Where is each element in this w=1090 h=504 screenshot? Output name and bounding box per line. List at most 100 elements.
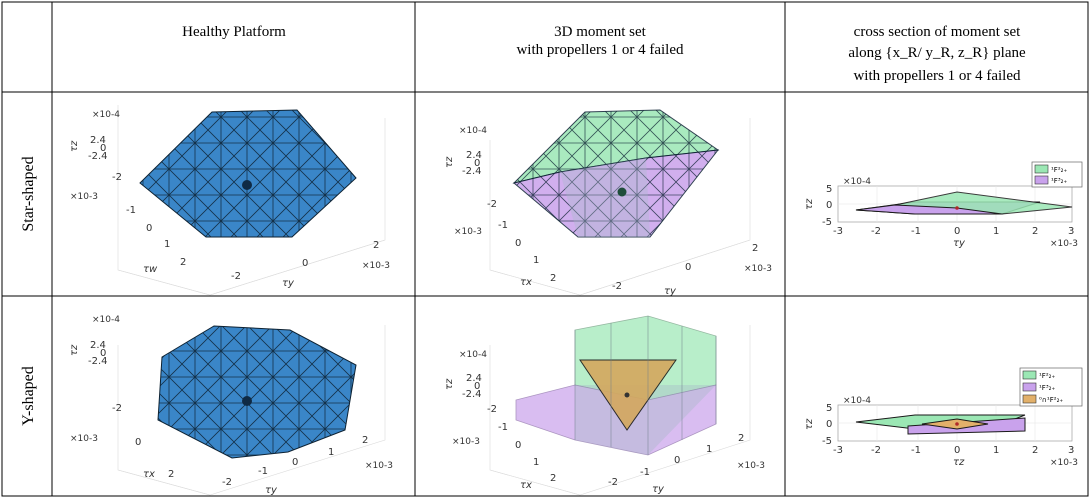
z-exponent: ×10-4 (92, 110, 120, 120)
row-label-y: Y-shaped (20, 366, 37, 426)
svg-text:-2: -2 (112, 403, 122, 414)
svg-text:2: 2 (550, 473, 556, 484)
svg-text:-1: -1 (498, 220, 508, 231)
header-3d-line1: 3D moment set (554, 24, 646, 40)
svg-text:-2.4: -2.4 (88, 151, 108, 162)
svg-text:×10-4: ×10-4 (459, 350, 487, 360)
svg-text:-1: -1 (126, 205, 136, 216)
svg-text:-2.4: -2.4 (88, 356, 108, 367)
svg-text:-2: -2 (222, 477, 232, 488)
svg-text:×10-4: ×10-4 (92, 315, 120, 325)
svg-text:0: 0 (135, 437, 141, 448)
svg-text:τy: τy (953, 238, 966, 249)
svg-text:1: 1 (164, 239, 170, 250)
panel-star-cross: ×10-4 5 0 -5 τz -3 -2 -1 0 1 2 3 τy ×10-… (804, 161, 1083, 249)
panel-star-healthy: ×10-4 2.4 0 -2.4 τz ×10-3 -2 -1 0 1 2 τw… (69, 105, 390, 296)
svg-text:0: 0 (674, 455, 680, 466)
svg-text:-3: -3 (833, 226, 843, 237)
panel-star-3d: ×10-4 2.4 0 -2.4 τz ×10-3 -2 -1 0 1 2 τx… (444, 109, 772, 297)
svg-text:×10-3: ×10-3 (1050, 239, 1078, 249)
svg-text:-2: -2 (871, 226, 881, 237)
svg-text:-1: -1 (911, 226, 921, 237)
svg-text:-2: -2 (612, 281, 622, 292)
svg-text:τz: τz (953, 457, 965, 468)
svg-text:-1: -1 (640, 467, 650, 478)
svg-text:τz: τz (444, 156, 455, 168)
svg-text:τx: τx (520, 277, 532, 288)
svg-text:τz: τz (444, 378, 455, 390)
panel-y-cross: ×10-4 5 0 -5 τz -3 -2 -1 0 1 2 3 τz ×10-… (804, 367, 1083, 468)
svg-text:×10-3: ×10-3 (744, 264, 772, 274)
svg-text:3: 3 (1068, 445, 1074, 456)
svg-text:×10-3: ×10-3 (70, 434, 98, 444)
svg-text:3: 3 (1068, 226, 1074, 237)
svg-text:-1: -1 (498, 422, 508, 433)
svg-text:5: 5 (826, 184, 832, 195)
svg-text:-5: -5 (822, 217, 832, 228)
svg-text:¹F³₂₊: ¹F³₂₊ (1051, 177, 1067, 185)
header-cross-line3: with propellers 1 or 4 failed (853, 68, 1021, 84)
svg-text:2: 2 (1032, 445, 1038, 456)
svg-text:τy: τy (664, 286, 677, 297)
svg-text:2: 2 (550, 273, 556, 284)
svg-text:2.4: 2.4 (466, 373, 482, 384)
svg-text:τy: τy (652, 484, 665, 495)
svg-text:-2: -2 (112, 172, 122, 183)
svg-text:τz: τz (804, 418, 815, 430)
svg-text:-2.4: -2.4 (462, 166, 482, 177)
svg-text:¹F²₂₊: ¹F²₂₊ (1039, 372, 1055, 380)
svg-text:0: 0 (685, 262, 691, 273)
header-healthy: Healthy Platform (182, 24, 286, 40)
svg-text:-2: -2 (231, 271, 241, 282)
svg-text:-3: -3 (833, 445, 843, 456)
svg-text:τz: τz (804, 198, 815, 210)
svg-text:-2: -2 (871, 445, 881, 456)
svg-text:2: 2 (752, 243, 758, 254)
svg-text:⁰∩¹F²₂₊: ⁰∩¹F²₂₊ (1039, 396, 1063, 404)
svg-text:1: 1 (706, 444, 712, 455)
svg-text:×10-3: ×10-3 (454, 227, 482, 237)
svg-text:¹F²₂₊: ¹F²₂₊ (1051, 166, 1067, 174)
row-label-star: Star-shaped (20, 156, 37, 231)
svg-text:0: 0 (292, 457, 298, 468)
svg-text:-1: -1 (258, 466, 268, 477)
svg-text:0: 0 (515, 440, 521, 451)
svg-text:-2.4: -2.4 (462, 389, 482, 400)
svg-text:1: 1 (533, 255, 539, 266)
svg-text:τx: τx (143, 469, 155, 480)
svg-text:2: 2 (738, 433, 744, 444)
svg-text:2: 2 (373, 240, 379, 251)
svg-text:-1: -1 (911, 445, 921, 456)
svg-text:×10-3: ×10-3 (1050, 458, 1078, 468)
svg-text:¹F³₂₊: ¹F³₂₊ (1039, 384, 1055, 392)
svg-text:×10-3: ×10-3 (362, 261, 390, 271)
svg-text:2: 2 (168, 469, 174, 480)
header-3d-line2: with propellers 1 or 4 failed (516, 42, 684, 58)
svg-text:2: 2 (1032, 226, 1038, 237)
svg-text:0: 0 (474, 381, 480, 392)
svg-text:2.4: 2.4 (90, 135, 106, 146)
svg-text:0: 0 (474, 158, 480, 169)
svg-text:1: 1 (533, 457, 539, 468)
svg-text:×10-3: ×10-3 (737, 461, 765, 471)
svg-text:×10-4: ×10-4 (843, 396, 871, 406)
svg-text:-2: -2 (487, 404, 497, 415)
svg-text:0: 0 (515, 238, 521, 249)
svg-text:τy: τy (265, 485, 278, 496)
svg-text:×10-3: ×10-3 (70, 192, 98, 202)
svg-text:×10-4: ×10-4 (843, 177, 871, 187)
svg-text:-5: -5 (822, 436, 832, 447)
svg-text:-2: -2 (487, 199, 497, 210)
svg-text:×10-4: ×10-4 (459, 126, 487, 136)
svg-text:-2: -2 (608, 477, 618, 488)
svg-text:×10-3: ×10-3 (452, 437, 480, 447)
svg-text:0: 0 (100, 348, 106, 359)
svg-text:0: 0 (954, 226, 960, 237)
panel-y-healthy: ×10-4 2.4 0 -2.4 τz ×10-3 -2 0 2 τx -2 -… (69, 315, 393, 496)
header-cross-line1: cross section of moment set (854, 24, 1021, 40)
header-cross-line2: along {x_R/ y_R, z_R} plane (848, 45, 1026, 61)
svg-text:0: 0 (302, 258, 308, 269)
svg-text:0: 0 (146, 223, 152, 234)
